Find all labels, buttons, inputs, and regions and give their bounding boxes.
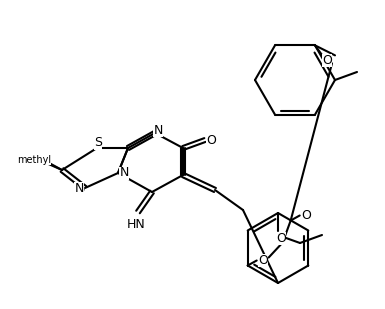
Text: O: O [301,209,311,222]
Text: O: O [206,133,216,146]
Text: O: O [258,254,268,267]
Text: N: N [74,181,84,194]
Text: HN: HN [127,218,146,231]
Text: S: S [94,137,102,150]
Text: N: N [119,167,129,180]
Text: O: O [276,231,286,244]
Text: methyl: methyl [17,155,51,165]
Text: O: O [322,54,332,67]
Text: N: N [153,124,163,137]
